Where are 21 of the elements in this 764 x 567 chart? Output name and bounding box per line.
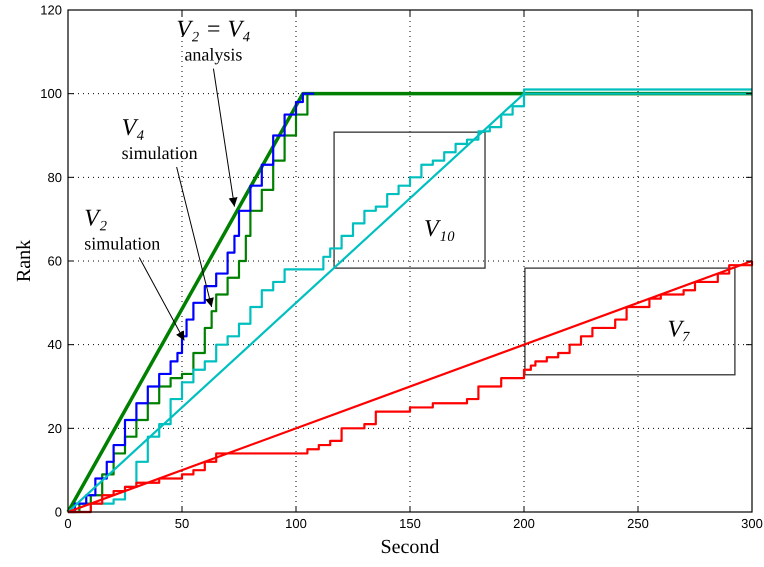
x-tick-label: 50 xyxy=(174,516,190,531)
x-axis-title: Second xyxy=(380,536,440,558)
y-tick-label: 80 xyxy=(48,170,62,185)
y-tick-label: 40 xyxy=(48,337,62,352)
y-tick-label: 0 xyxy=(54,504,62,520)
annotation: V₁₀ xyxy=(424,216,456,242)
x-tick-label: 250 xyxy=(627,516,649,531)
annotation: V₂ = V₄ analysis xyxy=(176,16,251,65)
x-tick-label: 0 xyxy=(64,516,72,531)
y-tick-label: 120 xyxy=(40,2,62,18)
annotation: V₄ simulation xyxy=(122,115,198,164)
x-tick-label: 200 xyxy=(513,516,535,531)
annotation: V₂ simulation xyxy=(84,205,160,254)
annotation: V₇ xyxy=(668,316,691,342)
x-tick-label: 300 xyxy=(741,516,763,531)
y-tick-label: 60 xyxy=(48,254,62,269)
x-tick-label: 150 xyxy=(399,516,421,531)
y-axis-title: Rank xyxy=(13,240,35,282)
y-tick-label: 100 xyxy=(40,86,62,102)
y-tick-label: 20 xyxy=(48,420,62,436)
x-tick-label: 100 xyxy=(285,516,307,531)
